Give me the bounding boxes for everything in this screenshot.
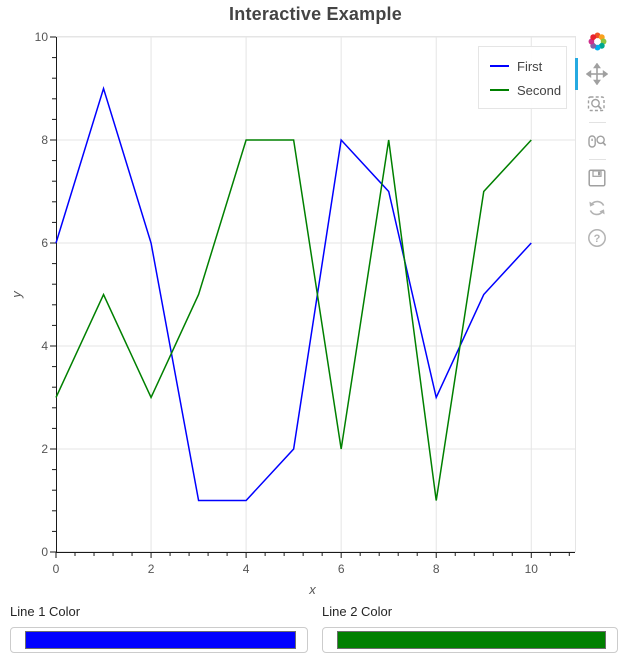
x-axis-label: x [308, 582, 316, 597]
color-controls: Line 1 Color Line 2 Color [0, 604, 642, 660]
legend-label: First [517, 58, 543, 74]
plot-frame [56, 36, 576, 552]
y-tick-label: 8 [41, 133, 48, 147]
pan-icon [586, 63, 608, 85]
series-line-second [55, 139, 532, 501]
legend-entry-second: Second [490, 78, 566, 102]
pan-tool-button[interactable] [575, 58, 610, 90]
box-zoom-icon [587, 96, 605, 112]
legend-line-sample [490, 65, 509, 67]
plot-title: Interactive Example [229, 4, 402, 24]
save-tool-button[interactable] [584, 165, 610, 191]
y-tick-label: 4 [41, 339, 48, 353]
legend-entry-first: First [490, 54, 566, 78]
line2-color-label: Line 2 Color [322, 604, 393, 619]
y-tick-label: 0 [41, 545, 48, 559]
x-tick-label: 2 [148, 562, 155, 576]
plot-canvas[interactable]: 0 2 4 6 8 10 0 2 4 6 8 10 x y [0, 0, 642, 600]
legend: First Second [478, 46, 567, 109]
reset-tool-button[interactable] [584, 195, 610, 221]
box-zoom-tool-button[interactable] [584, 91, 610, 117]
wheel-zoom-tool-button[interactable] [584, 128, 610, 154]
x-tick-label: 6 [338, 562, 345, 576]
toolbar-divider [588, 122, 606, 123]
line1-color-label: Line 1 Color [10, 604, 81, 619]
y-tick-label: 2 [41, 442, 48, 456]
y-tick-label: 10 [35, 30, 49, 44]
wheel-zoom-icon [588, 135, 607, 148]
x-tick-label: 8 [433, 562, 440, 576]
line1-color-widget: Line 1 Color [10, 604, 308, 653]
save-icon [588, 169, 606, 187]
toolbar: ? [575, 31, 617, 253]
toolbar-divider [588, 159, 606, 160]
line2-color-widget: Line 2 Color [322, 604, 618, 653]
help-tool-button[interactable]: ? [584, 225, 610, 251]
x-tick-label: 4 [243, 562, 250, 576]
legend-line-sample [490, 89, 509, 91]
help-icon: ? [588, 229, 606, 247]
legend-label: Second [517, 82, 562, 98]
bokeh-logo-icon[interactable] [587, 31, 608, 52]
line1-color-input[interactable] [10, 627, 308, 653]
series-line-first [55, 85, 532, 502]
line2-color-swatch [337, 631, 606, 649]
line2-color-input[interactable] [322, 627, 618, 653]
x-tick-label: 0 [53, 562, 60, 576]
y-axis-label: y [9, 290, 24, 299]
svg-text:?: ? [594, 233, 601, 245]
x-tick-label: 10 [525, 562, 539, 576]
reset-icon [589, 200, 605, 216]
line1-color-swatch [25, 631, 296, 649]
y-tick-label: 6 [41, 236, 48, 250]
